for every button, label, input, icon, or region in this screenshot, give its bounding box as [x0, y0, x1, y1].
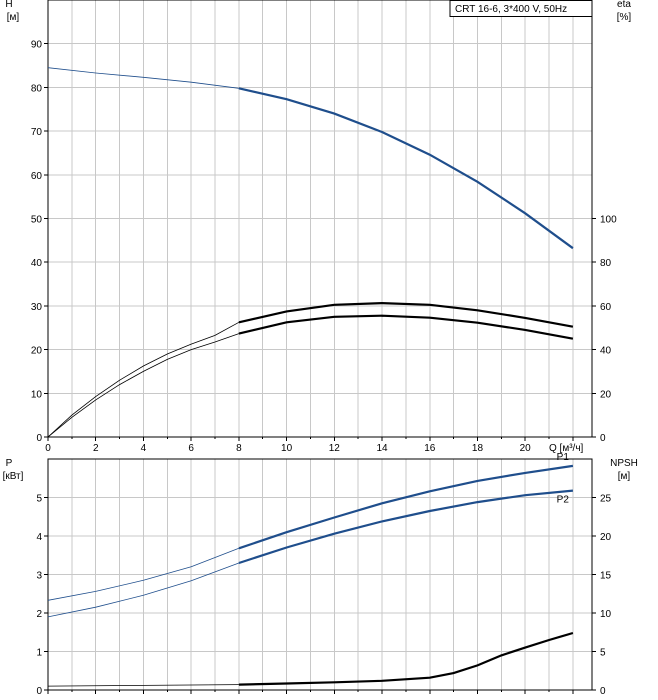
right-axis-label: NPSH [610, 458, 638, 469]
left-tick-label: 40 [31, 258, 43, 269]
left-tick-label: 30 [31, 302, 43, 313]
series-2-curve-extrapolated [47, 321, 240, 438]
x-tick-label: 8 [236, 443, 242, 454]
right-axis-unit: [м] [618, 471, 631, 482]
left-tick-label: 1 [36, 648, 42, 659]
left-tick-label: 50 [31, 215, 43, 226]
right-tick-label: 100 [600, 215, 617, 226]
left-tick-label: 90 [31, 40, 43, 51]
right-tick-label: 15 [600, 571, 612, 582]
chart-title: CRT 16-6, 3*400 V, 50Hz [455, 4, 567, 15]
p1-curve-extrapolated [47, 547, 240, 601]
p2-curve [238, 489, 574, 565]
x-tick-label: 2 [93, 443, 99, 454]
left-tick-label: 3 [36, 571, 42, 582]
x-tick-label: 20 [520, 443, 532, 454]
left-tick-label: 60 [31, 171, 43, 182]
left-tick-label: 70 [31, 127, 43, 138]
left-tick-label: 4 [36, 532, 42, 543]
right-axis-label: eta [617, 0, 631, 10]
series-3-curve [238, 314, 574, 340]
series-label-p2: P2 [557, 495, 570, 506]
x-axis-label: Q [м³/ч] [549, 443, 584, 454]
x-tick-label: 0 [45, 443, 51, 454]
series-3-curve-extrapolated [47, 684, 239, 687]
series-label-p1: P1 [557, 452, 570, 463]
right-tick-label: 20 [600, 389, 612, 400]
x-tick-label: 10 [281, 443, 293, 454]
series-1-curve [238, 87, 574, 250]
left-tick-label: 5 [36, 494, 42, 505]
title-box [449, 0, 593, 17]
x-tick-label: 14 [376, 443, 388, 454]
x-tick-label: 4 [141, 443, 147, 454]
right-tick-label: 25 [600, 494, 612, 505]
x-tick-label: 6 [188, 443, 194, 454]
left-axis-unit: [кВт] [3, 471, 24, 482]
right-tick-label: 0 [600, 433, 606, 444]
left-axis-unit: [м] [7, 12, 20, 23]
x-tick-label: 18 [472, 443, 484, 454]
left-axis-label: H [5, 0, 12, 10]
series-2-curve [238, 301, 574, 328]
p1-curve [238, 464, 574, 550]
left-axis-label: P [6, 458, 13, 469]
left-tick-label: 80 [31, 83, 43, 94]
power-npsh-panel: 0 1 2 3 4 5 0 5 10 15 20 25 P [кВт] NPSH [м] P1 P2 [3, 452, 638, 697]
left-tick-label: 0 [36, 433, 42, 444]
x-tick-label: 12 [329, 443, 341, 454]
right-tick-label: 0 [600, 686, 606, 697]
right-tick-label: 5 [600, 648, 606, 659]
right-tick-label: 20 [600, 532, 612, 543]
right-tick-label: 60 [600, 302, 612, 313]
right-tick-label: 10 [600, 609, 612, 620]
left-tick-label: 2 [36, 609, 42, 620]
left-tick-label: 0 [36, 686, 42, 697]
left-tick-label: 20 [31, 346, 43, 357]
series-3-curve [238, 631, 574, 686]
right-axis-unit: [%] [617, 12, 632, 23]
x-tick-label: 16 [424, 443, 436, 454]
right-tick-label: 40 [600, 346, 612, 357]
p2-curve-extrapolated [47, 562, 240, 618]
right-tick-label: 80 [600, 258, 612, 269]
series-3-curve-extrapolated [47, 333, 240, 438]
left-tick-label: 10 [31, 389, 43, 400]
head-efficiency-panel: 0 10 20 30 40 50 60 70 80 90 0 20 40 60 80 100 0 2 4 6 8 10 12… [5, 0, 631, 454]
series-1-curve-extrapolated [47, 67, 239, 89]
